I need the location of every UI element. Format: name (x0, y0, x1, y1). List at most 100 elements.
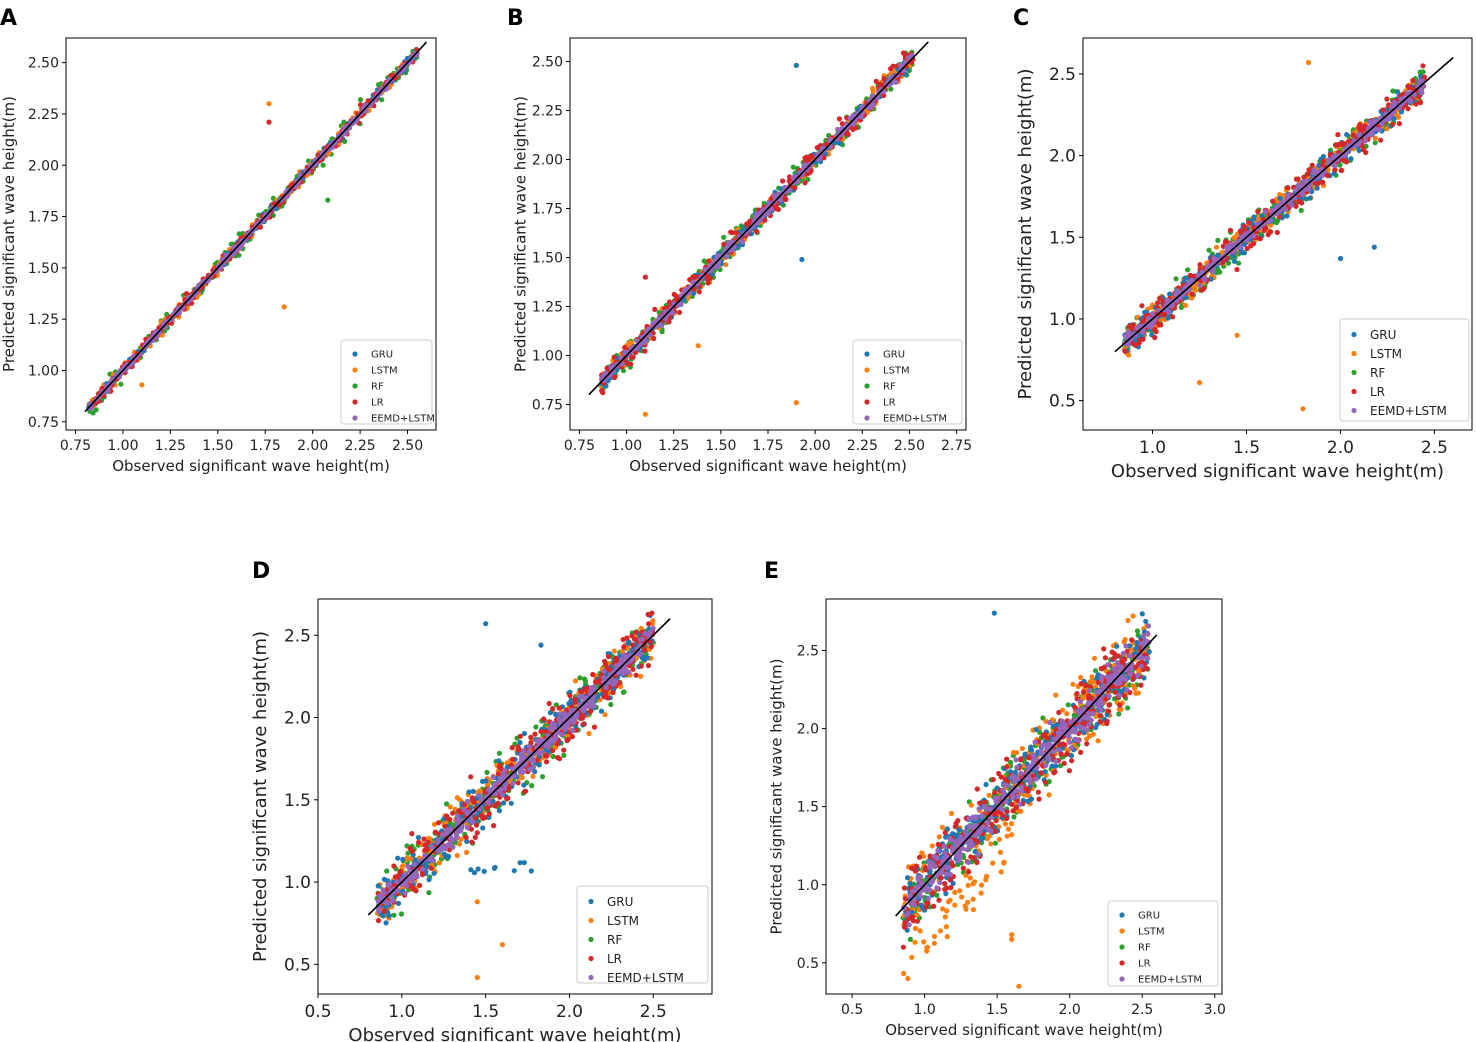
point-eemdlstm (783, 188, 789, 194)
point-gru (1356, 147, 1362, 154)
point-lr (1338, 167, 1344, 174)
x-tick-label: 2.25 (345, 438, 376, 454)
point-lstm (611, 648, 617, 654)
point-gru (1314, 185, 1320, 191)
point-eemdlstm (893, 79, 899, 85)
y-tick-label: 1.75 (532, 202, 563, 218)
legend-label: GRU (371, 350, 393, 361)
point-gru (1344, 132, 1350, 138)
point-eemdlstm (105, 388, 111, 394)
y-tick-label: 2.00 (532, 153, 563, 169)
point-lr (651, 335, 657, 342)
point-lr (612, 374, 618, 381)
y-axis-label: Predicted significant wave height(m) (512, 96, 530, 372)
point-gru (475, 866, 481, 872)
point-eemdlstm (1180, 291, 1186, 297)
point-lstm (1233, 234, 1239, 240)
point-lr (1306, 167, 1312, 173)
point-gru (1307, 195, 1313, 201)
point-lr (728, 229, 734, 235)
x-tick-label: 1.0 (1139, 438, 1166, 458)
legend-marker (352, 415, 358, 421)
x-tick-label: 2.0 (1327, 438, 1354, 458)
point-eemdlstm (678, 301, 684, 308)
x-tick-label: 1.00 (611, 438, 642, 454)
point-eemdlstm (1332, 163, 1338, 169)
point-eemdlstm (870, 102, 876, 108)
point-lr (802, 180, 808, 186)
point-lr (707, 275, 713, 281)
y-tick-label: 2.0 (1049, 147, 1076, 167)
legend-label: EEMD+LSTM (1370, 404, 1447, 418)
point-lr (1350, 132, 1356, 138)
point-gru (412, 857, 418, 863)
point-eemdlstm (1199, 269, 1206, 275)
point-rf (529, 783, 535, 789)
y-tick-label: 1.00 (532, 349, 563, 365)
point-rf (539, 774, 546, 780)
point-eemdlstm (1150, 311, 1156, 317)
point-gru (1348, 156, 1354, 162)
legend-marker (1351, 350, 1357, 357)
y-tick-label: 2.00 (28, 158, 59, 174)
point-eemdlstm (1262, 209, 1269, 215)
point-lr (1318, 179, 1325, 185)
legend-box (1339, 318, 1470, 422)
point-lr (1132, 342, 1139, 348)
y-tick-label: 2.50 (28, 56, 59, 72)
outlier-point (642, 274, 649, 280)
y-tick-label: 2.25 (28, 107, 59, 123)
point-lr (1363, 149, 1369, 156)
outlier-point (1234, 332, 1240, 338)
point-lr (809, 154, 815, 160)
y-tick-label: 1.5 (1049, 228, 1076, 248)
point-lr (1293, 176, 1299, 182)
point-lstm (1183, 302, 1189, 308)
point-lstm (454, 795, 460, 801)
legend-marker (864, 399, 870, 405)
point-lr (1136, 340, 1142, 346)
point-lr (642, 348, 648, 354)
point-lr (1170, 314, 1176, 320)
point-lr (839, 121, 845, 127)
point-lr (881, 92, 887, 99)
point-lr (747, 218, 754, 224)
panel-b: B0.75 1.00 1.25 1.50 1.75 2.00 2.25 2.50 2.750.7… (507, 6, 972, 475)
point-lr (1156, 322, 1162, 328)
y-tick-label: 2.25 (532, 104, 563, 120)
point-lr (1384, 96, 1390, 102)
x-tick-label: 0.75 (60, 438, 91, 454)
point-gru (400, 856, 406, 863)
point-lr (1320, 158, 1327, 164)
point-lr (792, 185, 798, 191)
point-lr (881, 76, 887, 82)
point-eemdlstm (834, 132, 840, 138)
point-lstm (425, 835, 432, 842)
point-rf (426, 890, 432, 896)
point-lr (1420, 63, 1426, 69)
point-lr (1153, 329, 1159, 335)
point-lr (1332, 167, 1338, 173)
point-lr (1335, 141, 1341, 147)
x-tick-label: 1.5 (1233, 438, 1260, 458)
panel-letter: C (1013, 6, 1029, 31)
legend-marker (352, 383, 358, 389)
point-rf (1185, 267, 1191, 273)
legend-marker (1351, 331, 1357, 338)
point-lr (1335, 132, 1341, 138)
legend-label: RF (371, 382, 384, 393)
point-lstm (436, 860, 442, 866)
point-gru (1165, 315, 1171, 321)
point-lr (666, 299, 673, 305)
point-lr (1378, 137, 1384, 143)
point-eemdlstm (1362, 138, 1368, 144)
point-eemdlstm (1202, 277, 1208, 283)
point-eemdlstm (1164, 297, 1170, 304)
point-lr (900, 50, 907, 56)
outlier-point (1196, 380, 1203, 386)
legend-marker (352, 351, 358, 357)
point-rf (93, 407, 99, 413)
point-lr (1157, 295, 1163, 301)
point-eemdlstm (1166, 309, 1172, 315)
point-lstm (1213, 244, 1220, 250)
